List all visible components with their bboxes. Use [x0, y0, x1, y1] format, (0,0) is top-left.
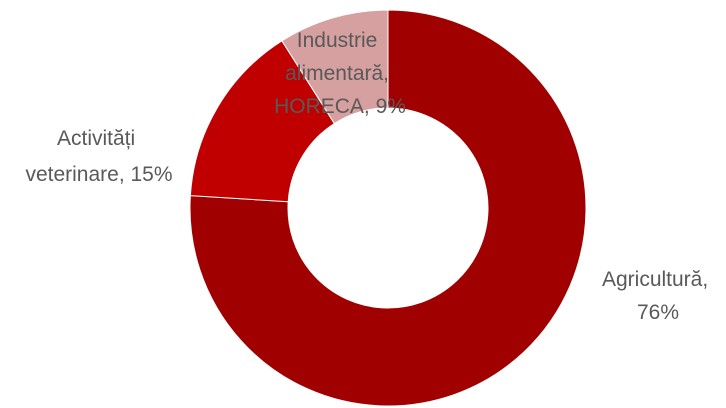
label-agricultura-line-2: 76%	[637, 301, 679, 324]
donut-slices	[189, 9, 587, 407]
label-activitati-line-1: Activități	[57, 127, 135, 150]
label-industrie-alimentara: Industrie alimentară, HORECA, 9%	[274, 29, 406, 118]
label-industrie-line-2: alimentară,	[285, 62, 389, 85]
label-agricultura-line-1: Agricultură,	[602, 268, 708, 291]
label-activitati-veterinare: Activități veterinare, 15%	[25, 127, 172, 186]
slice-agricultura	[189, 9, 587, 407]
label-industrie-line-3: HORECA, 9%	[274, 95, 406, 118]
label-agricultura: Agricultură, 76%	[602, 268, 714, 324]
label-industrie-line-1: Industrie	[297, 29, 378, 52]
label-activitati-line-2: veterinare, 15%	[25, 163, 172, 186]
slice-industrie-alimentara	[281, 9, 389, 125]
